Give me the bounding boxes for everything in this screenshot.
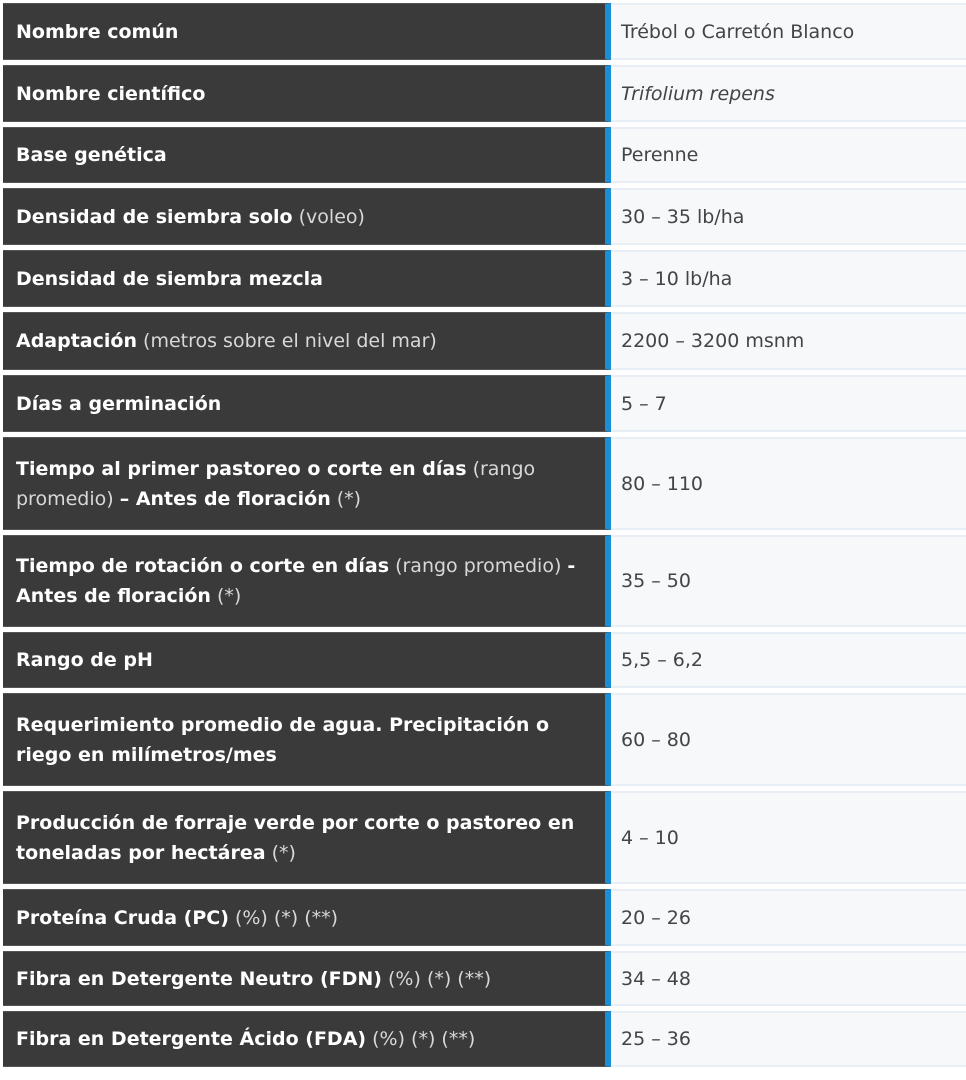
label-bold-text: Tiempo al primer pastoreo o corte en día…	[16, 457, 467, 480]
row-value: 2200 – 3200 msnm	[611, 312, 966, 370]
table-row: Rango de pH 5,5 – 6,2	[3, 632, 966, 688]
label-bold-text: Nombre común	[16, 20, 179, 43]
label-note-text: (*)	[330, 487, 362, 510]
row-label: Tiempo de rotación o corte en días (rang…	[3, 535, 611, 627]
table-row: Tiempo de rotación o corte en días (rang…	[3, 535, 966, 627]
label-bold-text: Días a germinación	[16, 392, 222, 415]
label-bold-text: Tiempo de rotación o corte en días	[16, 555, 390, 577]
row-label: Nombre científico	[3, 65, 611, 122]
row-value: Perenne	[611, 127, 966, 183]
label-bold-text: Base genética	[16, 144, 167, 166]
row-label: Requerimiento promedio de agua. Precipit…	[3, 693, 611, 786]
label-note-text: (*)	[265, 841, 296, 864]
label-bold-text: Fibra en Detergente Neutro (FDN)	[16, 967, 382, 990]
table-row: Base genética Perenne	[3, 127, 966, 183]
label-bold-text: Rango de pH	[16, 649, 153, 671]
row-value: 60 – 80	[611, 693, 966, 786]
label-note-text: (voleo)	[292, 205, 365, 228]
row-value: 30 – 35 lb/ha	[611, 188, 966, 245]
label-bold-text: Nombre científico	[16, 82, 206, 105]
row-value: 34 – 48	[611, 951, 966, 1006]
row-label: Densidad de siembra mezcla	[3, 250, 611, 307]
label-note-text: (%) (*) (**)	[381, 967, 492, 990]
table-row: Tiempo al primer pastoreo o corte en día…	[3, 437, 966, 530]
label-note-text: (rango promedio)	[16, 457, 536, 510]
table-row: Requerimiento promedio de agua. Precipit…	[3, 693, 966, 786]
row-value: Trifolium repens	[611, 65, 966, 122]
label-bold-text: Requerimiento promedio de agua. Precipit…	[16, 713, 550, 766]
label-note-text: (rango promedio)	[389, 555, 568, 577]
row-value: 35 – 50	[611, 535, 966, 627]
row-label: Tiempo al primer pastoreo o corte en día…	[3, 437, 611, 530]
table-row: Proteína Cruda (PC) (%) (*) (**) 20 – 26	[3, 889, 966, 946]
forage-spec-table: Nombre común Trébol o Carretón Blanco Nomb…	[3, 3, 966, 1072]
row-label: Fibra en Detergente Ácido (FDA) (%) (*) …	[3, 1011, 611, 1067]
label-bold-text: - Antes de floración	[16, 555, 576, 607]
label-bold-text: – Antes de floración	[119, 487, 331, 510]
row-value: Trébol o Carretón Blanco	[611, 3, 966, 60]
table-row: Nombre científico Trifolium repens	[3, 65, 966, 122]
table-row: Densidad de siembra solo (voleo) 30 – 35 …	[3, 188, 966, 245]
row-label: Días a germinación	[3, 375, 611, 432]
label-bold-text: Proteína Cruda (PC)	[16, 906, 229, 929]
row-label: Rango de pH	[3, 632, 611, 688]
label-bold-text: Fibra en Detergente Ácido (FDA)	[16, 1028, 367, 1050]
row-label: Densidad de siembra solo (voleo)	[3, 188, 611, 245]
table-row: Fibra en Detergente Ácido (FDA) (%) (*) …	[3, 1011, 966, 1067]
label-bold-text: Adaptación	[16, 330, 137, 352]
table-row: Días a germinación 5 – 7	[3, 375, 966, 432]
row-label: Producción de forraje verde por corte o …	[3, 791, 611, 884]
table-row: Nombre común Trébol o Carretón Blanco	[3, 3, 966, 60]
row-label: Proteína Cruda (PC) (%) (*) (**)	[3, 889, 611, 946]
label-note-text: (metros sobre el nivel del mar)	[137, 330, 437, 352]
label-note-text: (*)	[210, 585, 242, 607]
label-bold-text: Densidad de siembra mezcla	[16, 267, 323, 290]
row-label: Fibra en Detergente Neutro (FDN) (%) (*)…	[3, 951, 611, 1006]
table-row: Producción de forraje verde por corte o …	[3, 791, 966, 884]
table-row: Fibra en Detergente Neutro (FDN) (%) (*)…	[3, 951, 966, 1006]
row-label: Base genética	[3, 127, 611, 183]
label-bold-text: Producción de forraje verde por corte o …	[16, 811, 575, 864]
table-row: Adaptación (metros sobre el nivel del ma…	[3, 312, 966, 370]
row-value: 5 – 7	[611, 375, 966, 432]
table-row: Densidad de siembra mezcla 3 – 10 lb/ha	[3, 250, 966, 307]
row-label: Adaptación (metros sobre el nivel del ma…	[3, 312, 611, 370]
row-value: 25 – 36	[611, 1011, 966, 1067]
label-bold-text: Densidad de siembra solo	[16, 205, 293, 228]
row-label: Nombre común	[3, 3, 611, 60]
row-value: 5,5 – 6,2	[611, 632, 966, 688]
row-value: 3 – 10 lb/ha	[611, 250, 966, 307]
row-value: 4 – 10	[611, 791, 966, 884]
label-note-text: (%) (*) (**)	[366, 1028, 476, 1050]
row-value: 20 – 26	[611, 889, 966, 946]
row-value: 80 – 110	[611, 437, 966, 530]
label-note-text: (%) (*) (**)	[228, 906, 339, 929]
